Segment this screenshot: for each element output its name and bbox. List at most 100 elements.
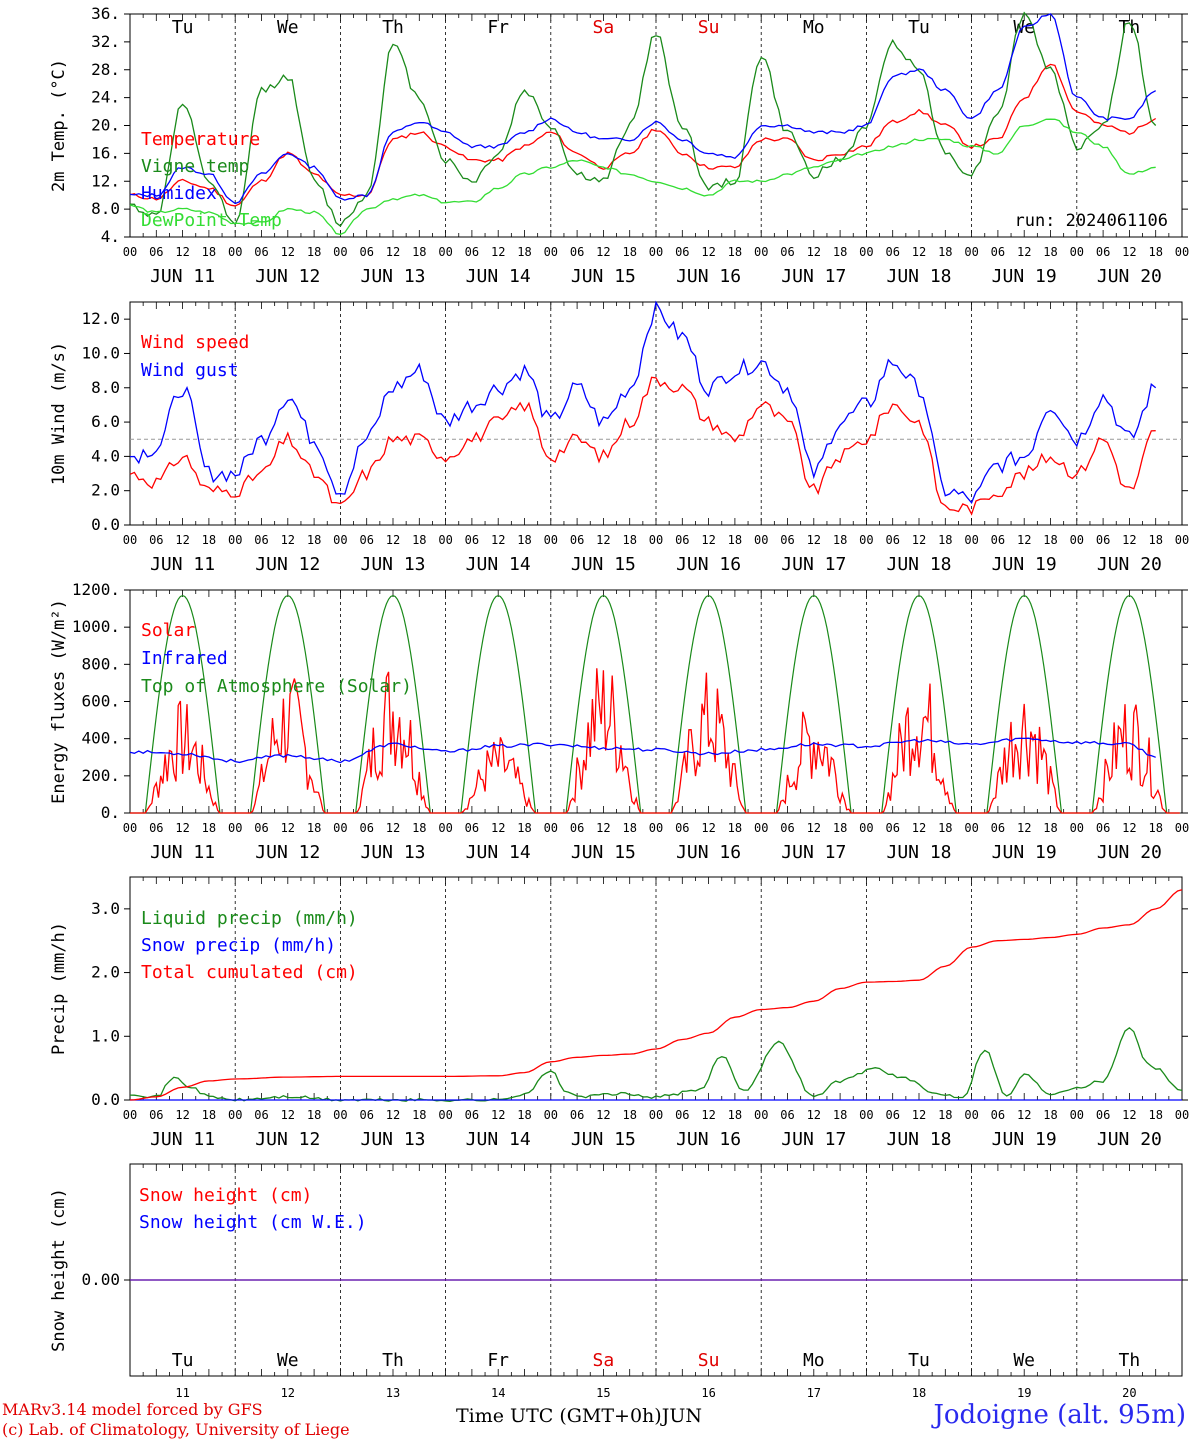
date-label: JUN 15 — [571, 266, 636, 287]
x-axis-title: Time UTC (GMT+0h)JUN — [456, 1405, 702, 1427]
x-tick-label: 18 — [833, 821, 847, 835]
x-tick-label: 00 — [754, 1108, 768, 1122]
day-number-label: 11 — [175, 1386, 189, 1400]
series-line-liquid-precip-mm-h- — [129, 1026, 1183, 1102]
x-axis-month: JUN — [661, 1405, 702, 1427]
date-label: JUN 13 — [360, 266, 425, 287]
x-tick-label: 00 — [1175, 821, 1189, 835]
x-tick-label: 06 — [1096, 1108, 1110, 1122]
x-tick-label: 06 — [675, 1108, 689, 1122]
x-tick-label: 06 — [359, 245, 373, 259]
y-axis-label: Precip (mm/h) — [49, 922, 69, 1055]
y-tick-label: 12. — [91, 171, 120, 190]
series-line-top-of-atmosphere — [130, 594, 1180, 814]
x-tick-label: 12 — [386, 245, 400, 259]
date-label: JUN 17 — [781, 266, 846, 287]
x-tick-label: 18 — [938, 821, 952, 835]
x-tick-label: 06 — [570, 1108, 584, 1122]
x-tick-label: 18 — [412, 245, 426, 259]
date-label: JUN 17 — [781, 554, 846, 575]
weekday-label: Fr — [487, 17, 509, 38]
y-tick-label: 3.0 — [91, 899, 120, 918]
legend-entry: Solar — [141, 620, 195, 641]
x-tick-label: 12 — [1017, 821, 1031, 835]
y-tick-label: 2.0 — [91, 963, 120, 982]
date-label: JUN 19 — [992, 1129, 1057, 1150]
x-tick-label: 00 — [544, 1108, 558, 1122]
date-label: JUN 11 — [150, 1129, 215, 1150]
x-tick-label: 12 — [596, 245, 610, 259]
x-tick-label: 00 — [1175, 533, 1189, 547]
x-tick-label: 18 — [728, 245, 742, 259]
series-line-solar — [130, 668, 1180, 814]
x-tick-label: 00 — [1070, 1108, 1084, 1122]
date-label: JUN 13 — [360, 842, 425, 863]
x-tick-label: 00 — [754, 533, 768, 547]
x-tick-label: 18 — [622, 1108, 636, 1122]
date-label: JUN 19 — [992, 554, 1057, 575]
weekday-label: Sa — [593, 17, 615, 38]
series-line-temperature — [129, 63, 1157, 207]
x-tick-label: 00 — [123, 245, 137, 259]
x-tick-label: 12 — [175, 1108, 189, 1122]
date-label: JUN 19 — [992, 842, 1057, 863]
y-tick-label: 0.0 — [91, 515, 120, 534]
day-number-label: 19 — [1017, 1386, 1031, 1400]
x-tick-label: 18 — [412, 1108, 426, 1122]
x-tick-label: 12 — [1122, 533, 1136, 547]
weekday-label: We — [1013, 1350, 1035, 1371]
x-tick-label: 06 — [991, 1108, 1005, 1122]
x-tick-label: 06 — [675, 245, 689, 259]
date-label: JUN 15 — [571, 1129, 636, 1150]
y-tick-label: 1000. — [72, 617, 120, 636]
y-tick-label: 400. — [81, 729, 120, 748]
weekday-label: Tu — [172, 17, 194, 38]
y-tick-label: 1.0 — [91, 1026, 120, 1045]
weekday-label: Tu — [908, 17, 930, 38]
x-tick-label: 18 — [728, 533, 742, 547]
x-tick-label: 12 — [596, 1108, 610, 1122]
x-tick-label: 12 — [386, 821, 400, 835]
date-label: JUN 15 — [571, 842, 636, 863]
y-axis-label: Snow height (cm) — [49, 1188, 69, 1352]
y-tick-label: 24. — [91, 88, 120, 107]
x-tick-label: 06 — [1096, 245, 1110, 259]
x-tick-label: 06 — [1096, 821, 1110, 835]
date-label: JUN 17 — [781, 1129, 846, 1150]
x-tick-label: 12 — [701, 1108, 715, 1122]
x-tick-label: 06 — [149, 1108, 163, 1122]
x-tick-label: 18 — [412, 821, 426, 835]
x-tick-label: 18 — [1148, 245, 1162, 259]
x-tick-label: 00 — [649, 533, 663, 547]
y-tick-label: 8.0 — [91, 199, 120, 218]
x-tick-label: 18 — [517, 821, 531, 835]
series-line-humidex — [129, 13, 1157, 205]
date-label: JUN 17 — [781, 842, 846, 863]
x-tick-label: 06 — [885, 1108, 899, 1122]
x-tick-label: 12 — [175, 245, 189, 259]
date-label: JUN 14 — [466, 842, 531, 863]
run-label: run: 2024061106 — [1014, 211, 1168, 231]
x-tick-label: 12 — [386, 533, 400, 547]
day-number-label: 13 — [386, 1386, 400, 1400]
y-axis-label: 10m Wind (m/s) — [49, 342, 69, 485]
y-tick-label: 0.0 — [91, 1090, 120, 1109]
weekday-label: Mo — [803, 17, 825, 38]
x-tick-label: 06 — [359, 821, 373, 835]
x-tick-label: 00 — [859, 1108, 873, 1122]
y-tick-label: 28. — [91, 60, 120, 79]
x-tick-label: 18 — [833, 245, 847, 259]
y-tick-label: 4. — [101, 227, 120, 246]
date-label: JUN 11 — [150, 554, 215, 575]
x-tick-label: 00 — [438, 245, 452, 259]
weekday-label: Su — [698, 1350, 720, 1371]
y-tick-label: 0.00 — [81, 1270, 120, 1289]
y-axis-label: Energy fluxes (W/m²) — [49, 599, 69, 804]
x-tick-label: 18 — [1148, 533, 1162, 547]
legend-entry: Snow height (cm) — [139, 1185, 312, 1206]
y-tick-label: 12.0 — [81, 309, 120, 328]
x-tick-label: 18 — [307, 1108, 321, 1122]
x-tick-label: 06 — [570, 533, 584, 547]
x-tick-label: 00 — [649, 1108, 663, 1122]
